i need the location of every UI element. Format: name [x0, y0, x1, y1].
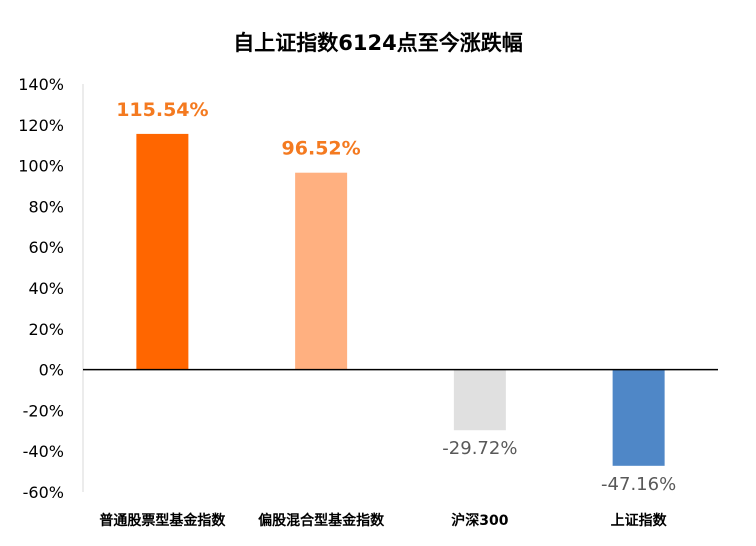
data-label: -29.72%: [442, 438, 517, 459]
x-category-label: 上证指数: [611, 512, 668, 529]
y-tick-label: -60%: [23, 483, 64, 502]
bar: [453, 369, 506, 431]
chart-title: 自上证指数6124点至今涨跌幅: [233, 31, 522, 55]
x-category-label: 沪深300: [451, 512, 508, 529]
x-axis: 普通股票型基金指数 偏股混合型基金指数 沪深300 上证指数: [99, 512, 667, 529]
data-label: -47.16%: [601, 474, 676, 495]
y-tick-label: 60%: [28, 238, 64, 257]
bar: [612, 369, 665, 466]
data-labels: 115.54% 96.52% -29.72% -47.16%: [116, 99, 676, 495]
y-tick-label: 140%: [18, 75, 64, 94]
y-tick-label: 0%: [39, 361, 64, 380]
bar-series: [136, 133, 665, 466]
y-axis: 140% 120% 100% 80% 60% 40% 20% 0% -20% -40% -60%: [18, 75, 84, 502]
y-tick-label: 80%: [28, 197, 64, 216]
y-tick-label: -20%: [23, 401, 64, 420]
y-tick-label: 120%: [18, 116, 64, 135]
y-tick-label: 40%: [28, 279, 64, 298]
x-category-label: 偏股混合型基金指数: [258, 512, 385, 529]
data-label: 115.54%: [116, 99, 208, 121]
bar: [136, 133, 189, 370]
x-category-label: 普通股票型基金指数: [99, 512, 226, 529]
y-tick-label: -40%: [23, 442, 64, 461]
y-tick-label: 20%: [28, 320, 64, 339]
bar: [295, 172, 348, 370]
y-tick-label: 100%: [18, 157, 64, 176]
data-label: 96.52%: [282, 138, 361, 160]
